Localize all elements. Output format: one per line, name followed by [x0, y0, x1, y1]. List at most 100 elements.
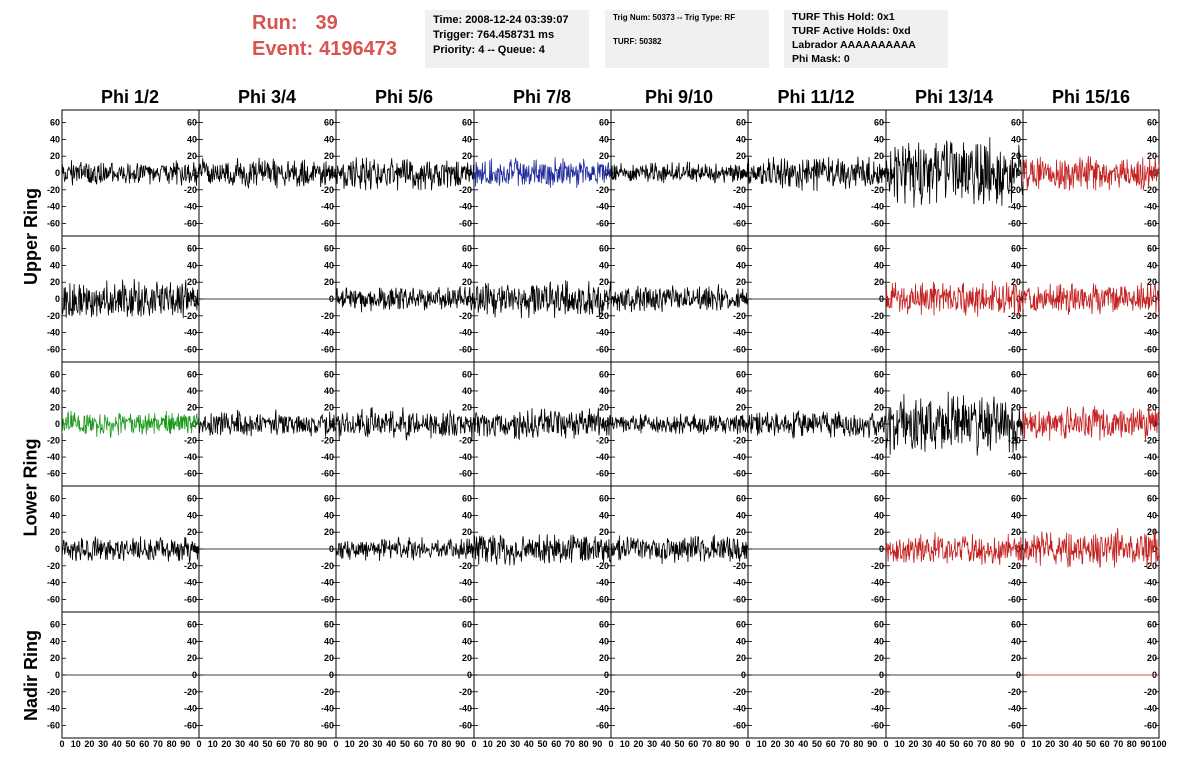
y-tick-label-right: -60 — [1008, 344, 1021, 354]
y-tick-label-right: 0 — [879, 419, 884, 429]
x-tick-label: 90 — [729, 739, 739, 749]
y-tick-label-right: 20 — [1011, 527, 1021, 537]
y-tick-label-right: -20 — [596, 436, 609, 446]
y-tick-label-right: -20 — [184, 185, 197, 195]
y-tick-label-right: 20 — [736, 402, 746, 412]
waveform-trace — [335, 157, 475, 191]
x-tick-label: 20 — [771, 739, 781, 749]
y-tick-label-right: -20 — [1008, 185, 1021, 195]
y-tick-label-right: -40 — [1144, 452, 1157, 462]
y-tick-label-right: -60 — [459, 720, 472, 730]
x-tick-label: 10 — [483, 739, 493, 749]
waveform-trace — [610, 161, 749, 184]
y-tick-label-right: 40 — [462, 510, 472, 520]
y-tick-label-right: -40 — [1008, 452, 1021, 462]
y-tick-label-right: -60 — [733, 594, 746, 604]
x-tick-label: 40 — [249, 739, 259, 749]
y-tick-label-right: 40 — [187, 386, 197, 396]
x-tick-label: 60 — [276, 739, 286, 749]
x-tick-label: 70 — [290, 739, 300, 749]
y-tick-label: 40 — [50, 386, 60, 396]
y-tick-label-right: -20 — [596, 687, 609, 697]
y-tick-label-right: -60 — [1144, 218, 1157, 228]
y-tick-label-right: 60 — [324, 118, 334, 128]
y-tick-label-right: -20 — [1144, 561, 1157, 571]
y-tick-label-right: -20 — [1008, 561, 1021, 571]
event-label: Event: — [252, 38, 314, 60]
y-tick-label-right: -20 — [733, 185, 746, 195]
y-tick-label-right: 40 — [462, 134, 472, 144]
x-tick-label: 70 — [977, 739, 987, 749]
x-tick-label: 40 — [524, 739, 534, 749]
y-tick-label-right: 20 — [874, 277, 884, 287]
y-tick-label-right: -40 — [1008, 704, 1021, 714]
y-tick-label-right: -20 — [871, 311, 884, 321]
x-tick-label: 50 — [537, 739, 547, 749]
y-tick-label-right: -40 — [871, 452, 884, 462]
time-info-box: Time: 2008-12-24 03:39:07 Trigger: 764.4… — [425, 10, 589, 68]
y-tick-label-right: 40 — [736, 510, 746, 520]
x-tick-label: 80 — [716, 739, 726, 749]
y-tick-label-right: 60 — [1011, 494, 1021, 504]
x-tick-label: 30 — [784, 739, 794, 749]
priority-line: Priority: 4 -- Queue: 4 — [433, 44, 545, 56]
y-tick-label-right: 60 — [874, 244, 884, 254]
y-tick-label-right: -20 — [871, 185, 884, 195]
y-tick-label-right: 20 — [1147, 277, 1157, 287]
y-tick-label-right: -40 — [321, 328, 334, 338]
y-tick-label-right: -40 — [1008, 328, 1021, 338]
y-tick-label-right: 20 — [462, 151, 472, 161]
waveform-trace — [335, 536, 475, 561]
x-tick-label: 10 — [345, 739, 355, 749]
y-tick-label-right: 0 — [1152, 294, 1157, 304]
y-tick-label-right: 60 — [599, 494, 609, 504]
trigger-line: Trigger: 764.458731 ms — [433, 29, 555, 41]
x-tick-label: 90 — [455, 739, 465, 749]
waveform-trace — [747, 156, 887, 192]
y-tick-label-right: -40 — [871, 578, 884, 588]
y-tick-label-right: -20 — [596, 561, 609, 571]
y-tick-label: -40 — [47, 202, 60, 212]
y-tick-label-right: -60 — [871, 469, 884, 479]
y-tick-label: 0 — [55, 168, 60, 178]
x-tick-label: 20 — [359, 739, 369, 749]
x-tick-label: 60 — [414, 739, 424, 749]
y-tick-label-right: -40 — [184, 704, 197, 714]
x-tick-label: 0 — [333, 739, 338, 749]
x-tick-label: 90 — [1140, 739, 1150, 749]
waveform-trace — [473, 407, 612, 441]
y-tick-label-right: -40 — [459, 202, 472, 212]
y-tick-label-right: -40 — [596, 328, 609, 338]
waveform-trace — [1022, 527, 1160, 569]
x-tick-label: 90 — [317, 739, 327, 749]
y-tick-label-right: 20 — [187, 151, 197, 161]
x-tick-label: 40 — [1072, 739, 1082, 749]
y-tick-label: -20 — [47, 436, 60, 446]
y-tick-label-right: 40 — [736, 260, 746, 270]
y-tick-label: 20 — [50, 402, 60, 412]
y-tick-label-right: 20 — [874, 402, 884, 412]
x-tick-label: 70 — [428, 739, 438, 749]
y-tick-label: -60 — [47, 218, 60, 228]
waveform-trace — [610, 284, 749, 313]
y-tick-label-right: -60 — [459, 344, 472, 354]
x-tick-label: 10 — [620, 739, 630, 749]
run-line: Run: 39 — [252, 10, 422, 36]
waveform-trace — [473, 534, 612, 566]
y-tick-label-right: 60 — [1147, 494, 1157, 504]
y-tick-label-right: -40 — [1144, 328, 1157, 338]
x-tick-label: 40 — [936, 739, 946, 749]
y-tick-label-right: 20 — [1011, 277, 1021, 287]
y-tick-label-right: 60 — [1147, 118, 1157, 128]
y-tick-label-right: 60 — [599, 244, 609, 254]
y-tick-label-right: -20 — [1144, 687, 1157, 697]
y-tick-label-right: 60 — [462, 244, 472, 254]
y-tick-label-right: 20 — [462, 402, 472, 412]
waveform-trace — [1022, 282, 1160, 316]
y-tick-label-right: -60 — [1008, 469, 1021, 479]
x-tick-label: 60 — [826, 739, 836, 749]
x-tick-label: 90 — [1004, 739, 1014, 749]
